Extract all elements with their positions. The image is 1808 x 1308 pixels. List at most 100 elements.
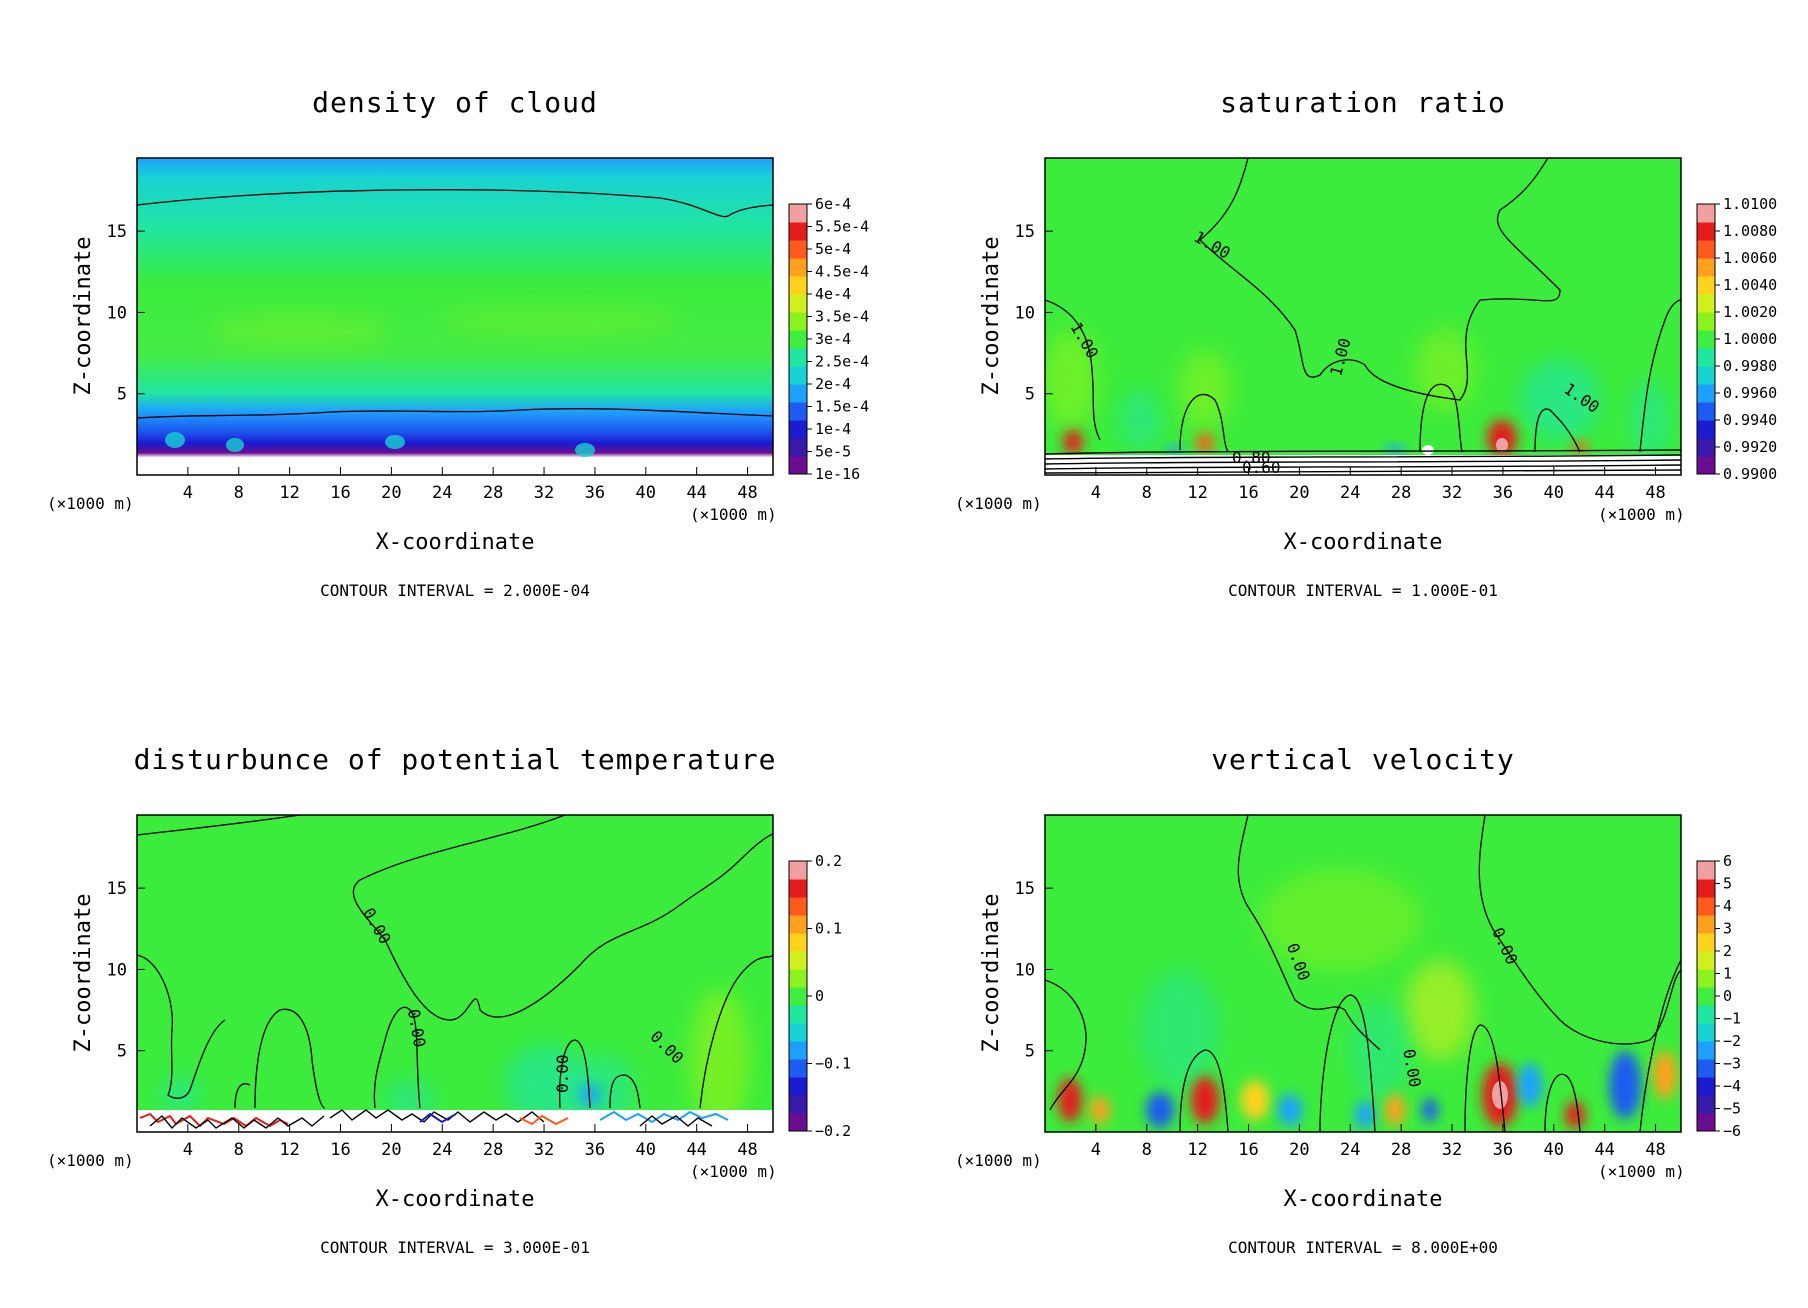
colorbar-swatch — [1697, 933, 1715, 952]
colorbar-swatch — [789, 438, 807, 457]
x-tick-label: 32 — [534, 1140, 554, 1160]
x-tick-label: 24 — [1340, 483, 1360, 503]
colorbar-swatch — [789, 330, 807, 349]
contour-line — [1639, 959, 1681, 1132]
x-unit-left: (×1000 m) — [47, 494, 134, 513]
contour-line — [137, 408, 773, 419]
x-unit-right: (×1000 m) — [1598, 505, 1685, 524]
x-tick-label: 48 — [1645, 1140, 1665, 1160]
colorbar-swatch — [789, 897, 807, 916]
x-tick-label: 36 — [585, 1140, 605, 1160]
y-tick-label: 5 — [1025, 385, 1035, 405]
colorbar-label: 0.9940 — [1723, 411, 1777, 429]
contour-line — [609, 1074, 641, 1109]
colorbar-label: −6 — [1723, 1122, 1741, 1140]
x-tick-label: 20 — [381, 483, 401, 503]
y-tick-label: 15 — [107, 222, 127, 242]
colorbar-swatch — [1697, 222, 1715, 241]
contour-line — [1045, 979, 1087, 1111]
field-noise — [519, 1114, 569, 1126]
plot-frame — [1044, 157, 1682, 476]
x-ticks: 4 8 12 16 20 24 28 32 36 40 44 48 — [1091, 467, 1666, 503]
field-noise — [329, 1109, 545, 1123]
contour-line — [1179, 393, 1229, 453]
field-blob — [578, 1083, 602, 1107]
colorbar-label: 3 — [1723, 920, 1732, 938]
colorbar-label: −1 — [1723, 1010, 1741, 1028]
contour-line — [254, 1008, 326, 1109]
colorbar-label: 1.0080 — [1723, 222, 1777, 240]
colorbar-swatch — [789, 987, 807, 1006]
field-blob — [1196, 433, 1214, 453]
field-blob — [1609, 1051, 1641, 1119]
field-blob — [1653, 1051, 1677, 1099]
contour-label: 0.60 — [1242, 458, 1281, 477]
plot-frame — [136, 814, 774, 1133]
field-blob — [505, 1045, 585, 1125]
field-band — [1045, 455, 1681, 475]
colorbar-swatch — [789, 204, 807, 223]
field-blob — [1241, 1080, 1269, 1120]
y-tick-label: 15 — [107, 879, 127, 899]
x-tick-label: 44 — [1594, 1140, 1614, 1160]
colorbar: −6 −5 −4 −3 −2 −1 0 1 2 3 4 5 6 — [1696, 852, 1741, 1140]
plot-field — [137, 158, 773, 475]
colorbar-label: 1e-16 — [815, 465, 860, 483]
contour-line — [1045, 459, 1681, 465]
contour-line — [1319, 994, 1376, 1132]
contour-interval: CONTOUR INTERVAL = 3.000E-01 — [320, 1238, 590, 1257]
colorbar: 1e-16 5e-5 1e-4 1.5e-4 2e-4 2.5e-4 3e-4 3.5e-4 4… — [788, 195, 869, 483]
colorbar-swatch — [789, 312, 807, 331]
x-tick-label: 28 — [1391, 483, 1411, 503]
y-tick-label: 15 — [1015, 222, 1035, 242]
x-tick-label: 8 — [234, 1140, 244, 1160]
x-tick-label: 32 — [1442, 1140, 1462, 1160]
colorbar-label: 0.9900 — [1723, 465, 1777, 483]
field-band — [137, 1110, 773, 1132]
y-tick-label: 15 — [1015, 879, 1035, 899]
chart-title: disturbunce of potential temperature — [134, 743, 777, 776]
field-blob — [1058, 1078, 1082, 1122]
x-tick-label: 8 — [234, 483, 244, 503]
field-blob — [575, 443, 595, 457]
field-blob — [1518, 1063, 1542, 1107]
x-axis-label: X-coordinate — [1284, 1187, 1443, 1212]
y-axis-label: Z-coordinate — [979, 237, 1004, 396]
x-unit-right: (×1000 m) — [1598, 1162, 1685, 1181]
colorbar-swatch — [1697, 456, 1715, 475]
colorbar-label: 6 — [1723, 852, 1732, 870]
y-tick-label: 10 — [107, 960, 127, 980]
field-blob — [1146, 1092, 1174, 1128]
colorbar-label: 2.5e-4 — [815, 353, 869, 371]
colorbar-label: 1.0040 — [1723, 276, 1777, 294]
field-blob — [1385, 1094, 1405, 1126]
x-axis-label: X-coordinate — [1284, 530, 1443, 555]
x-tick-label: 48 — [737, 1140, 757, 1160]
colorbar-swatch — [789, 879, 807, 898]
colorbar-swatch — [789, 861, 807, 880]
x-tick-label: 36 — [1493, 1140, 1513, 1160]
contour-line — [1199, 158, 1561, 401]
x-tick-label: 4 — [183, 483, 193, 503]
field-blob — [1355, 1101, 1375, 1129]
colorbar-label: 2 — [1723, 942, 1732, 960]
colorbar-swatch — [789, 240, 807, 259]
colorbar-swatch — [789, 951, 807, 970]
colorbar-label: 4e-4 — [815, 285, 851, 303]
x-unit-left: (×1000 m) — [47, 1151, 134, 1170]
x-tick-label: 28 — [483, 1140, 503, 1160]
contour-line — [137, 189, 773, 218]
colorbar-label: 1.0020 — [1723, 303, 1777, 321]
chart-title: saturation ratio — [1220, 86, 1506, 119]
field-noise — [639, 1115, 713, 1127]
colorbar-swatch — [789, 276, 807, 295]
colorbar-label: −3 — [1723, 1055, 1741, 1073]
y-tick-label: 5 — [117, 385, 127, 405]
x-tick-label: 16 — [330, 483, 350, 503]
colorbar-label: −0.2 — [815, 1122, 851, 1140]
colorbar-label: 1e-4 — [815, 420, 851, 438]
field-blob — [210, 312, 390, 348]
y-ticks: 5 10 15 — [107, 879, 145, 1062]
x-tick-label: 48 — [1645, 483, 1665, 503]
colorbar-swatch — [789, 348, 807, 367]
